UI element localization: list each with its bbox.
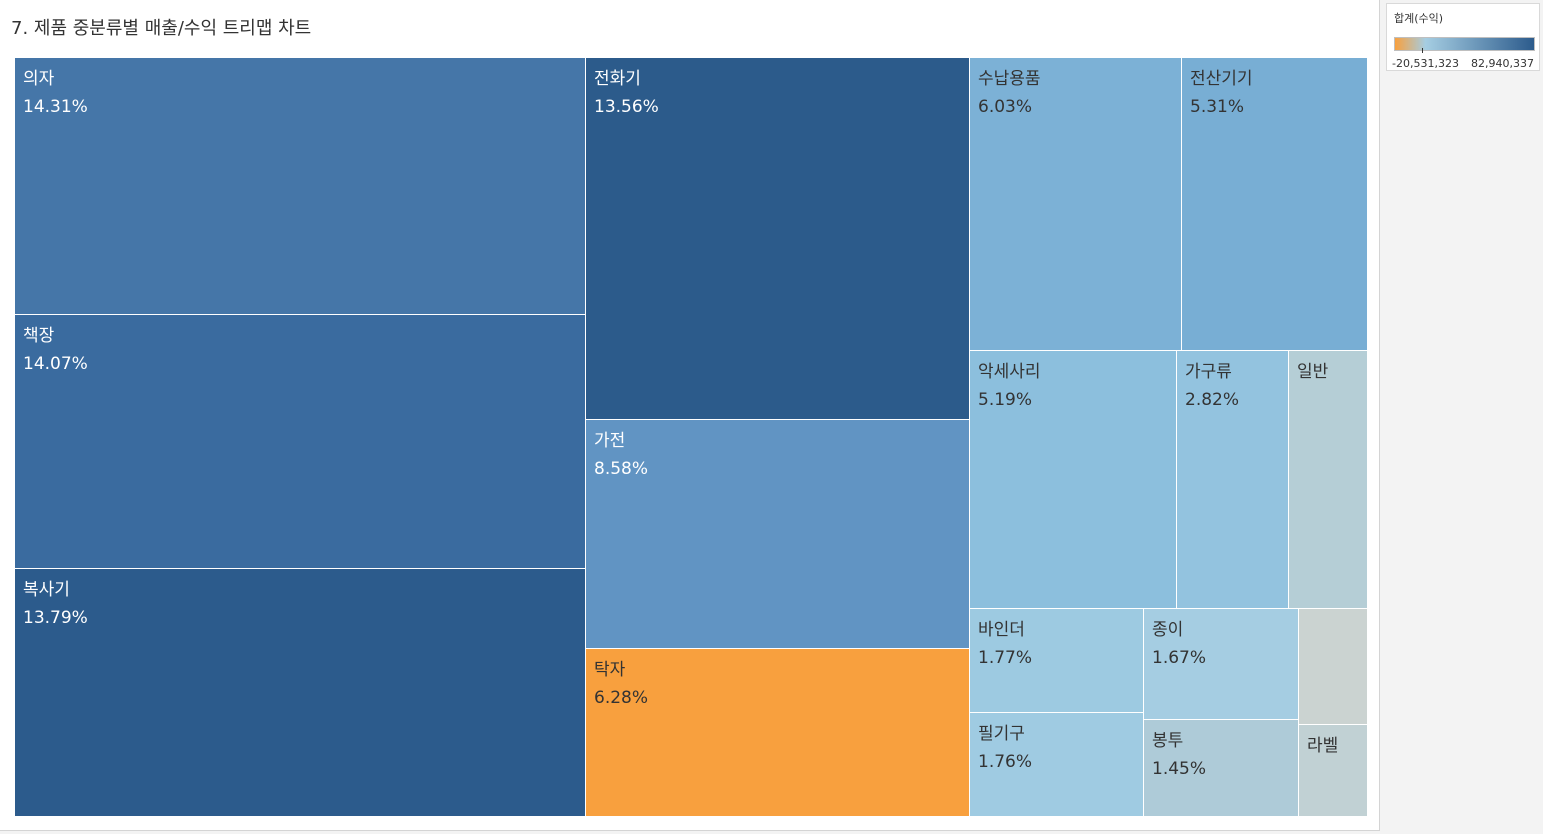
treemap-cell-value: 2.82% [1185,390,1239,410]
treemap-cell-rect[interactable] [970,58,1181,350]
treemap-cell[interactable]: 일반 [1289,351,1367,608]
treemap-cell-rect[interactable] [1177,351,1288,608]
legend-min-label: -20,531,323 [1392,57,1459,70]
legend-max-label: 82,940,337 [1471,57,1534,70]
treemap-cell-rect[interactable] [586,58,969,419]
treemap-cell-rect[interactable] [1299,725,1367,816]
treemap-cell-rect[interactable] [970,609,1143,712]
treemap-cell-value: 6.03% [978,97,1032,117]
treemap-cell-label: 봉투 [1152,731,1183,751]
treemap-cell-value: 5.19% [978,390,1032,410]
treemap-cell[interactable]: 복사기 13.79% [15,569,585,816]
treemap-cell-label: 의자 [23,69,55,89]
treemap-cell-label: 라벨 [1307,736,1338,756]
treemap-cell-rect[interactable] [15,315,585,568]
treemap-cell[interactable]: 필기구 1.76% [970,713,1143,816]
treemap-cell-rect[interactable] [1299,609,1367,724]
treemap-cell-value: 13.79% [23,608,88,628]
treemap-cell-value: 14.31% [23,97,88,117]
treemap-cell-label: 일반 [1297,362,1329,382]
treemap-cell-value: 13.56% [594,97,659,117]
treemap-cell-value: 6.28% [594,688,648,708]
treemap-cell[interactable]: 바인더 1.77% [970,609,1143,712]
treemap-cell[interactable]: 전화기 13.56% [586,58,969,419]
treemap: 의자 14.31% 책장 14.07% 복사기 13.79% 전화기 13.56% 가전 8.58… [15,58,1367,816]
treemap-cell-label: 수납용품 [978,69,1041,89]
treemap-cell-rect[interactable] [1182,58,1367,350]
color-legend[interactable]: 합계(수익) -20,531,323 82,940,337 [1386,3,1540,71]
treemap-cell-value: 5.31% [1190,97,1244,117]
treemap-cell[interactable]: 탁자 6.28% [586,649,969,816]
treemap-cell[interactable]: 가구류 2.82% [1177,351,1288,608]
treemap-cell-label: 가전 [594,431,625,451]
treemap-cell[interactable]: 라벨 [1299,725,1367,816]
treemap-cell-label: 전산기기 [1190,69,1253,89]
treemap-cell-rect[interactable] [586,649,969,816]
treemap-cell-rect[interactable] [15,58,585,314]
treemap-cell-label: 탁자 [594,660,626,680]
treemap-cell-value: 1.67% [1152,648,1206,668]
treemap-cell[interactable]: 수납용품 6.03% [970,58,1181,350]
treemap-cell[interactable]: 책장 14.07% [15,315,585,568]
treemap-cell-label: 필기구 [978,724,1025,744]
treemap-cell-label: 책장 [23,326,55,346]
treemap-cell-label: 종이 [1152,620,1183,640]
treemap-cell-rect[interactable] [970,351,1176,608]
treemap-cell-value: 1.76% [978,752,1032,772]
legend-zero-tick [1422,48,1423,53]
treemap-cell[interactable]: 종이 1.67% [1144,609,1298,719]
treemap-cell-rect[interactable] [15,569,585,816]
treemap-cell-value: 1.45% [1152,759,1206,779]
treemap-cell-label: 복사기 [23,580,70,600]
viz-panel: 7. 제품 중분류별 매출/수익 트리맵 차트 의자 14.31% 책장 14.07%… [0,0,1380,831]
treemap-cell-rect[interactable] [586,420,969,648]
treemap-cell[interactable]: 전산기기 5.31% [1182,58,1367,350]
treemap-cell-rect[interactable] [970,713,1143,816]
treemap-cell-rect[interactable] [1144,720,1298,816]
treemap-cell[interactable]: 악세사리 5.19% [970,351,1176,608]
treemap-cell-label: 전화기 [594,69,641,89]
treemap-cell[interactable]: 의자 14.31% [15,58,585,314]
treemap-cell-rect[interactable] [1289,351,1367,608]
treemap-cell-value: 14.07% [23,354,88,374]
treemap-cell-value: 8.58% [594,459,648,479]
treemap-cell-value: 1.77% [978,648,1032,668]
treemap-cell[interactable]: 가전 8.58% [586,420,969,648]
treemap-cell-label: 가구류 [1185,362,1232,382]
treemap-cell-label: 악세사리 [978,362,1041,382]
chart-title: 7. 제품 중분류별 매출/수익 트리맵 차트 [11,18,312,39]
treemap-cell[interactable] [1299,609,1367,724]
treemap-cell[interactable]: 봉투 1.45% [1144,720,1298,816]
legend-gradient-bar [1394,37,1535,51]
treemap-cell-label: 바인더 [978,620,1025,640]
treemap-cell-rect[interactable] [1144,609,1298,719]
legend-title: 합계(수익) [1394,12,1444,25]
